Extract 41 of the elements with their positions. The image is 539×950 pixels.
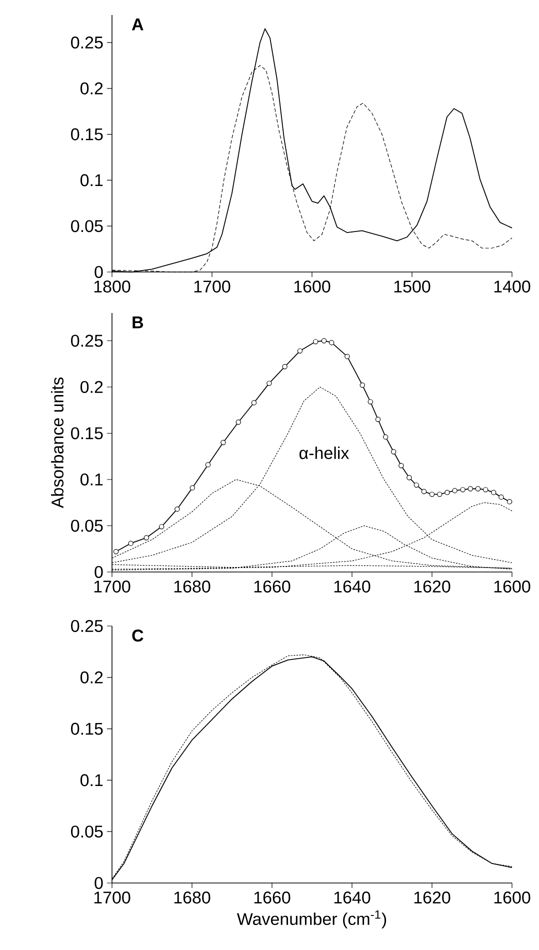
y-tick-label: 0.1 xyxy=(80,473,103,486)
chart-title: C xyxy=(132,630,144,642)
y-tick-label: 0.2 xyxy=(80,380,103,394)
x-tick-label: 1680 xyxy=(174,580,210,593)
x-tick-label: 1700 xyxy=(194,280,230,293)
chart-title: A xyxy=(132,18,144,30)
y-tick-label: 0.15 xyxy=(71,722,103,735)
y-tick-label: 0.05 xyxy=(71,520,103,532)
y-tick-label: 0 xyxy=(94,876,103,890)
x-tick-label: 1800 xyxy=(94,280,130,293)
y-tick-label: 0.15 xyxy=(71,427,103,440)
y-tick-label: 0.2 xyxy=(80,671,103,684)
y-tick-label: 0.05 xyxy=(71,826,103,838)
x-tick-label: 1660 xyxy=(254,892,290,904)
y-tick-label: 0.15 xyxy=(71,128,103,140)
x-tick-label: 1600 xyxy=(294,280,330,293)
y-tick-label: 0.05 xyxy=(71,220,103,232)
y-tick-label: 0.1 xyxy=(80,774,103,786)
x-tick-label: 1640 xyxy=(334,892,370,904)
x-tick-label: 1400 xyxy=(494,280,530,293)
y-tick-label: 0.2 xyxy=(80,82,103,94)
annotation: α-helix xyxy=(299,446,350,460)
x-tick-label: 1620 xyxy=(414,580,450,593)
x-axis-title: Wavenumber (cm$^{-1}$) xyxy=(236,910,386,928)
x-tick-label: 1660 xyxy=(254,580,290,593)
y-tick-label: 0.25 xyxy=(71,620,103,632)
x-tick-label: 1700 xyxy=(94,892,130,904)
y-axis-title: Absorbance units xyxy=(51,377,64,508)
y-tick-label: 0.1 xyxy=(80,174,103,186)
y-tick-label: 0 xyxy=(94,266,103,278)
x-tick-label: 1640 xyxy=(334,580,370,593)
x-tick-label: 1700 xyxy=(94,580,130,593)
x-tick-label: 1680 xyxy=(174,892,210,904)
x-tick-label: 1500 xyxy=(394,280,430,293)
x-tick-label: 1600 xyxy=(494,892,530,904)
chart-title: B xyxy=(132,316,144,328)
y-tick-label: 0 xyxy=(94,566,103,578)
y-tick-label: 0.25 xyxy=(71,334,103,347)
x-tick-label: 1600 xyxy=(494,580,530,593)
y-tick-label: 0.25 xyxy=(71,36,103,49)
x-tick-label: 1620 xyxy=(414,892,450,904)
